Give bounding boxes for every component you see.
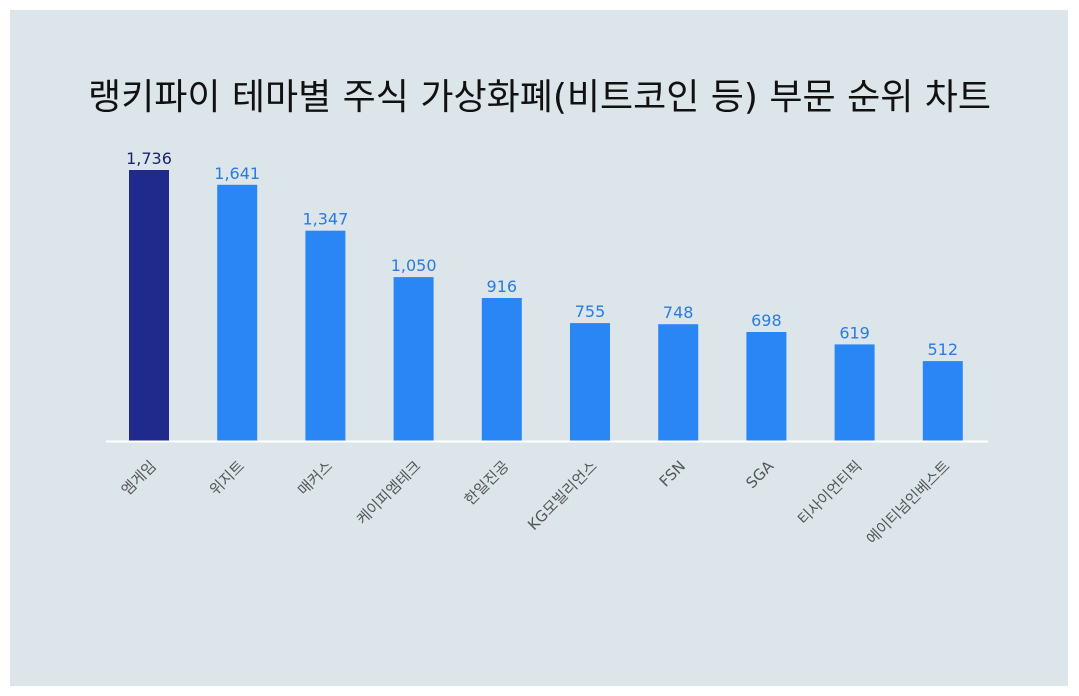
value-label-7: 748 — [663, 303, 694, 322]
value-label-3: 1,347 — [302, 210, 348, 229]
category-label-3: 매커스 — [294, 457, 336, 499]
category-label-4: 케이피엠테크 — [353, 457, 424, 528]
value-label-1: 1,736 — [126, 149, 172, 168]
bar-9 — [834, 344, 875, 441]
value-label-4: 1,050 — [391, 256, 437, 275]
value-label-9: 619 — [839, 323, 870, 342]
category-label-6: KG모빌리언스 — [524, 457, 601, 534]
value-label-5: 916 — [487, 277, 518, 296]
bar-10 — [922, 361, 963, 441]
category-label-9: 티사이언티픽 — [794, 457, 865, 528]
bar-4 — [393, 277, 434, 441]
bar-5 — [481, 298, 522, 441]
value-label-10: 512 — [928, 340, 959, 359]
category-label-8: SGA — [742, 457, 777, 492]
category-label-2: 위지트 — [206, 457, 248, 499]
category-label-10: 에이티넘인베스트 — [863, 457, 954, 548]
bar-3 — [305, 230, 346, 441]
bar-6 — [570, 323, 610, 441]
category-label-5: 한일진공 — [461, 457, 513, 509]
value-label-2: 1,641 — [214, 164, 260, 183]
value-label-8: 698 — [751, 311, 782, 330]
bar-1 — [129, 170, 169, 441]
bar-8 — [746, 332, 787, 441]
chart-background — [10, 10, 1068, 686]
chart-title: 랭키파이 테마별 주식 가상화폐(비트코인 등) 부문 순위 차트 — [87, 77, 992, 118]
bar-7 — [658, 324, 699, 441]
bar-2 — [217, 184, 258, 442]
category-label-1: 엠게임 — [118, 457, 160, 499]
category-label-7: FSN — [656, 457, 689, 490]
value-label-6: 755 — [575, 302, 606, 321]
